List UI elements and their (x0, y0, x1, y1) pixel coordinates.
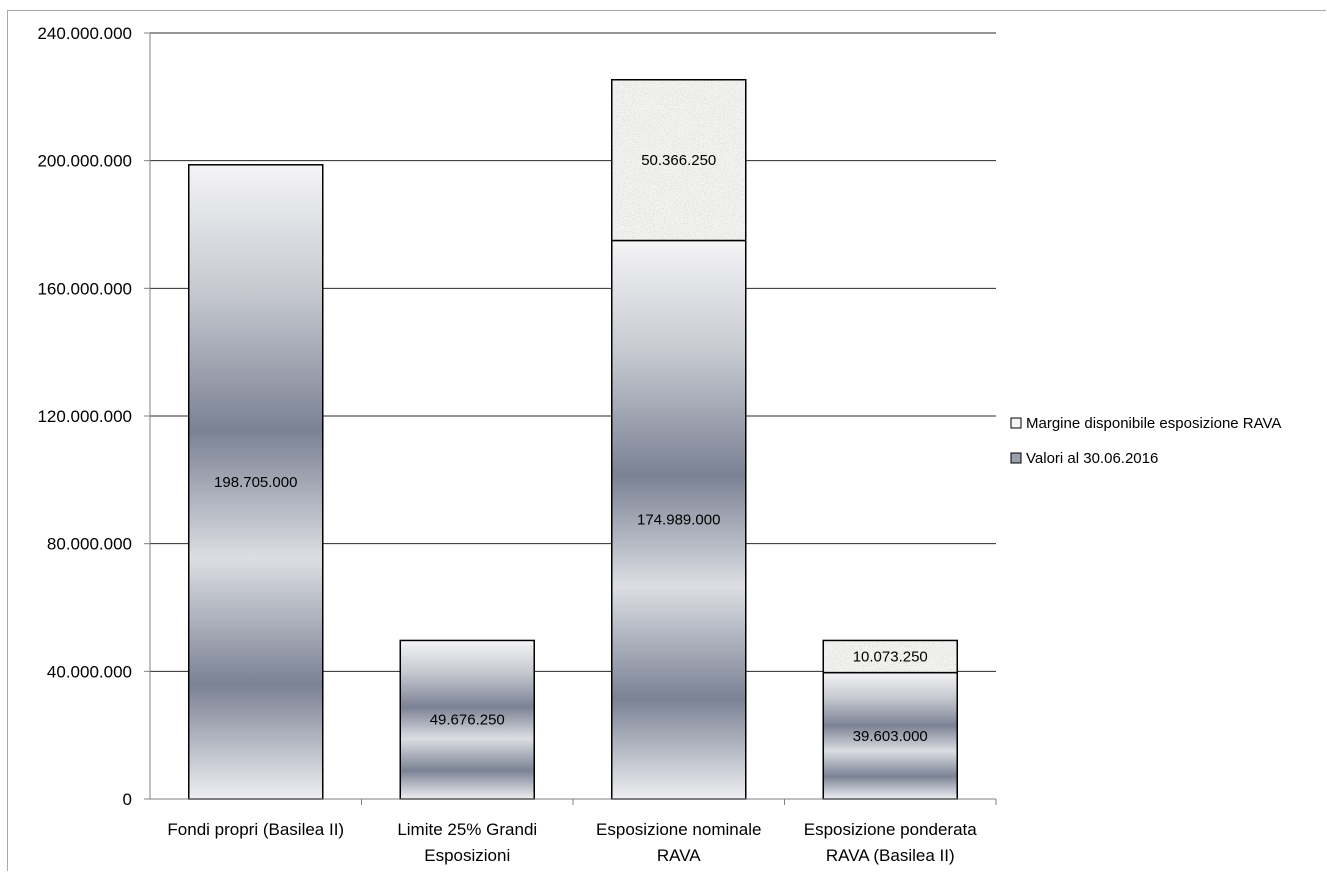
y-tick-label: 80.000.000 (47, 535, 132, 554)
category-label: RAVA (Basilea II) (826, 846, 955, 865)
category-label: Esposizioni (424, 846, 510, 865)
category-label: RAVA (657, 846, 701, 865)
legend-label: Valori al 30.06.2016 (1026, 450, 1158, 467)
legend-swatch (1010, 452, 1022, 464)
y-tick-label: 0 (123, 790, 132, 809)
data-label: 10.073.250 (853, 649, 928, 666)
data-label: 198.705.000 (214, 474, 297, 491)
y-tick-label: 240.000.000 (37, 24, 132, 43)
category-label: Esposizione ponderata (804, 820, 978, 839)
bar-valori (822, 671, 958, 800)
bar-valori (188, 164, 324, 800)
data-label: 50.366.250 (641, 152, 716, 169)
y-tick-label: 160.000.000 (37, 279, 132, 298)
bar-margine (822, 639, 958, 674)
chart-frame (7, 10, 1326, 871)
bar-valori (611, 239, 747, 800)
data-label: 49.676.250 (430, 712, 505, 729)
y-tick-label: 120.000.000 (37, 407, 132, 426)
y-tick-label: 200.000.000 (37, 152, 132, 171)
y-tick-label: 40.000.000 (47, 662, 132, 681)
data-label: 174.989.000 (637, 512, 720, 529)
legend-swatch (1010, 417, 1022, 429)
category-label: Limite 25% Grandi (397, 820, 537, 839)
legend-label: Margine disponibile esposizione RAVA (1026, 415, 1281, 432)
bar-valori (399, 639, 535, 800)
bar-margine (611, 78, 747, 242)
data-label: 39.603.000 (853, 728, 928, 745)
category-label: Fondi propri (Basilea II) (167, 820, 344, 839)
category-label: Esposizione nominale (596, 820, 761, 839)
